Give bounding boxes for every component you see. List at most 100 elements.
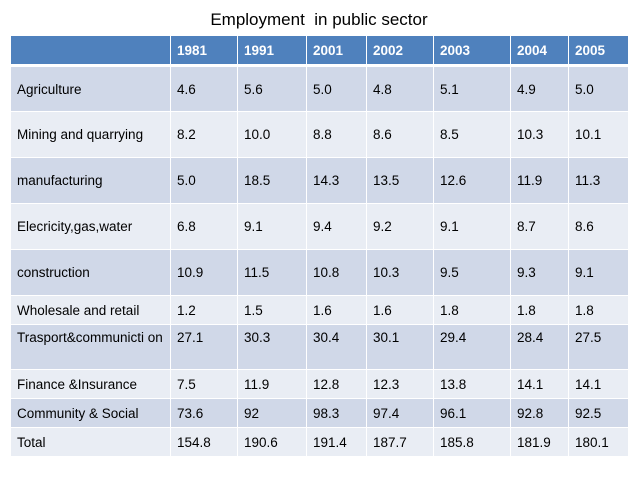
sector-cell: Finance &Insurance <box>10 369 171 399</box>
value-cell: 92 <box>237 398 307 428</box>
value-cell: 10.1 <box>568 111 629 158</box>
value-cell: 185.8 <box>433 427 511 457</box>
sector-cell: manufacturing <box>10 157 171 204</box>
value-cell: 28.4 <box>510 324 569 370</box>
sector-cell: Wholesale and retail <box>10 295 171 325</box>
value-cell: 12.8 <box>306 369 367 399</box>
value-cell: 191.4 <box>306 427 367 457</box>
table-header-row: 1981 1991 2001 2002 2003 2004 2005 <box>10 36 629 67</box>
value-cell: 180.1 <box>568 427 629 457</box>
value-cell: 18.5 <box>237 157 307 204</box>
value-cell: 9.5 <box>433 249 511 296</box>
value-cell: 5.0 <box>568 65 629 112</box>
table-row: Total 154.8 190.6 191.4 187.7 185.8 181.9 180.1 <box>10 427 629 457</box>
value-cell: 9.3 <box>510 249 569 296</box>
value-cell: 14.3 <box>306 157 367 204</box>
sector-cell: Trasport&communicti on <box>10 324 171 370</box>
slide-title: Employment in public sector <box>210 10 428 29</box>
table-row: Agriculture 4.6 5.6 5.0 4.8 5.1 4.9 5.0 <box>10 65 629 112</box>
value-cell: 10.9 <box>170 249 238 296</box>
value-cell: 1.6 <box>366 295 434 325</box>
value-cell: 1.5 <box>237 295 307 325</box>
value-cell: 1.8 <box>568 295 629 325</box>
value-cell: 9.1 <box>568 249 629 296</box>
value-cell: 30.4 <box>306 324 367 370</box>
value-cell: 190.6 <box>237 427 307 457</box>
value-cell: 11.9 <box>237 369 307 399</box>
header-cell-sector <box>10 36 171 67</box>
table-row: Trasport&communicti on 27.1 30.3 30.4 30.1 29… <box>10 324 629 370</box>
value-cell: 10.8 <box>306 249 367 296</box>
value-cell: 73.6 <box>170 398 238 428</box>
value-cell: 10.0 <box>237 111 307 158</box>
value-cell: 13.8 <box>433 369 511 399</box>
value-cell: 11.9 <box>510 157 569 204</box>
value-cell: 1.8 <box>433 295 511 325</box>
value-cell: 10.3 <box>510 111 569 158</box>
value-cell: 8.6 <box>366 111 434 158</box>
value-cell: 8.6 <box>568 203 629 250</box>
sector-cell: Agriculture <box>10 65 171 112</box>
value-cell: 1.2 <box>170 295 238 325</box>
table-row: Elecricity,gas,water 6.8 9.1 9.4 9.2 9.1 8.7 8.… <box>10 203 629 250</box>
value-cell: 29.4 <box>433 324 511 370</box>
value-cell: 92.5 <box>568 398 629 428</box>
table-row: Finance &Insurance 7.5 11.9 12.8 12.3 13.8 14.… <box>10 369 629 399</box>
header-cell-year: 2005 <box>568 36 629 67</box>
value-cell: 9.2 <box>366 203 434 250</box>
value-cell: 154.8 <box>170 427 238 457</box>
header-cell-year: 2001 <box>306 36 367 67</box>
value-cell: 11.3 <box>568 157 629 204</box>
sector-cell: Community & Social <box>10 398 171 428</box>
table-row: Wholesale and retail 1.2 1.5 1.6 1.6 1.8 1.8 1.… <box>10 295 629 325</box>
value-cell: 96.1 <box>433 398 511 428</box>
header-cell-year: 2003 <box>433 36 511 67</box>
value-cell: 4.8 <box>366 65 434 112</box>
header-cell-year: 2004 <box>510 36 569 67</box>
sector-cell: Total <box>10 427 171 457</box>
value-cell: 9.4 <box>306 203 367 250</box>
sector-cell: Elecricity,gas,water <box>10 203 171 250</box>
header-cell-year: 2002 <box>366 36 434 67</box>
value-cell: 5.1 <box>433 65 511 112</box>
value-cell: 6.8 <box>170 203 238 250</box>
employment-table: 1981 1991 2001 2002 2003 2004 2005 Agric… <box>10 36 629 457</box>
value-cell: 97.4 <box>366 398 434 428</box>
value-cell: 14.1 <box>568 369 629 399</box>
value-cell: 4.6 <box>170 65 238 112</box>
value-cell: 27.1 <box>170 324 238 370</box>
value-cell: 8.5 <box>433 111 511 158</box>
value-cell: 181.9 <box>510 427 569 457</box>
value-cell: 9.1 <box>237 203 307 250</box>
value-cell: 8.8 <box>306 111 367 158</box>
header-cell-year: 1991 <box>237 36 307 67</box>
value-cell: 12.3 <box>366 369 434 399</box>
header-cell-year: 1981 <box>170 36 238 67</box>
value-cell: 8.2 <box>170 111 238 158</box>
value-cell: 187.7 <box>366 427 434 457</box>
table-row: manufacturing 5.0 18.5 14.3 13.5 12.6 11.9 11.3 <box>10 157 629 204</box>
value-cell: 8.7 <box>510 203 569 250</box>
value-cell: 92.8 <box>510 398 569 428</box>
value-cell: 12.6 <box>433 157 511 204</box>
value-cell: 7.5 <box>170 369 238 399</box>
value-cell: 5.6 <box>237 65 307 112</box>
value-cell: 5.0 <box>170 157 238 204</box>
value-cell: 30.3 <box>237 324 307 370</box>
value-cell: 4.9 <box>510 65 569 112</box>
value-cell: 5.0 <box>306 65 367 112</box>
table-row: Mining and quarrying 8.2 10.0 8.8 8.6 8.5 10.3… <box>10 111 629 158</box>
value-cell: 9.1 <box>433 203 511 250</box>
table-row: Community & Social 73.6 92 98.3 97.4 96.1 92.8… <box>10 398 629 428</box>
value-cell: 98.3 <box>306 398 367 428</box>
value-cell: 11.5 <box>237 249 307 296</box>
value-cell: 13.5 <box>366 157 434 204</box>
value-cell: 10.3 <box>366 249 434 296</box>
value-cell: 27.5 <box>568 324 629 370</box>
value-cell: 1.6 <box>306 295 367 325</box>
table-row: construction 10.9 11.5 10.8 10.3 9.5 9.3 9.1 <box>10 249 629 296</box>
value-cell: 30.1 <box>366 324 434 370</box>
value-cell: 1.8 <box>510 295 569 325</box>
sector-cell: construction <box>10 249 171 296</box>
value-cell: 14.1 <box>510 369 569 399</box>
